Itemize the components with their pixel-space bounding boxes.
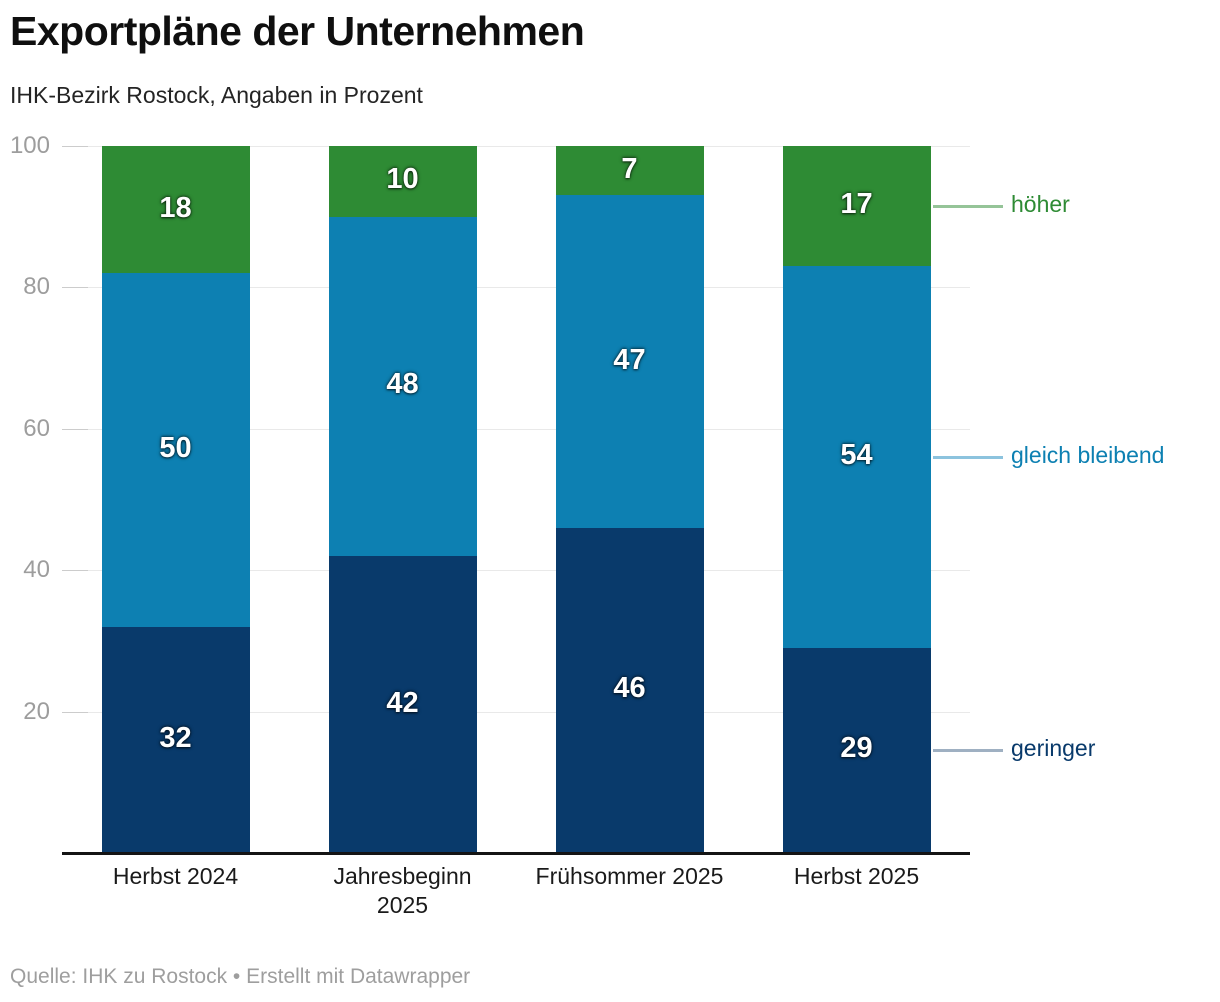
bar-segment-gleich-bleibend-2[interactable]	[328, 216, 477, 557]
bar-segment-geringer-2[interactable]	[328, 556, 477, 853]
x-axis-label: Jahresbeginn 2025	[333, 863, 472, 918]
chart-subtitle: IHK-Bezirk Rostock, Angaben in Prozent	[10, 82, 423, 108]
bar-value-label: 42	[386, 686, 419, 719]
bar-value-label: 48	[386, 368, 419, 401]
y-axis-tick	[62, 711, 88, 713]
x-axis-label: Herbst 2025	[793, 863, 920, 889]
x-axis-label: Herbst 2024	[112, 863, 239, 889]
y-axis-tick	[62, 428, 88, 430]
legend-connector-line	[933, 204, 1003, 208]
legend-connector-line	[933, 748, 1003, 752]
bar-value-label: 17	[840, 188, 873, 221]
y-axis-tick	[62, 146, 88, 147]
bar-segment-höher-1[interactable]	[101, 146, 250, 274]
legend-label-geringer: geringer	[1011, 735, 1096, 762]
y-axis-tick-label: 100	[9, 132, 50, 159]
legend-label-höher: höher	[1011, 191, 1070, 218]
y-axis-tick	[62, 287, 88, 289]
gridline	[62, 287, 970, 289]
bar-segment-geringer-3[interactable]	[555, 527, 704, 853]
legend-label-gleich-bleibend: gleich bleibend	[1011, 442, 1165, 469]
y-axis-tick-label: 80	[23, 273, 50, 301]
page-title: Exportpläne der Unternehmen	[10, 8, 585, 54]
bar-value-label: 54	[840, 439, 873, 472]
source-note: Quelle: IHK zu Rostock • Erstellt mit Da…	[10, 965, 471, 988]
bar-value-label: 29	[840, 732, 873, 765]
bar-value-label: 18	[159, 191, 192, 224]
bar-value-label: 7	[621, 152, 638, 185]
bar-value-label: 10	[386, 163, 419, 196]
x-axis-line	[62, 852, 970, 855]
y-axis-tick	[62, 570, 88, 572]
bar-value-label: 32	[159, 721, 192, 754]
y-axis-tick-label: 60	[23, 414, 50, 442]
bar-segment-geringer-1[interactable]	[101, 626, 250, 853]
bar-segment-gleich-bleibend-4[interactable]	[782, 266, 931, 648]
gridline	[62, 711, 970, 713]
legend-connector-line	[933, 455, 1003, 459]
x-axis-label: Frühsommer 2025	[535, 863, 724, 889]
gridline	[62, 428, 970, 430]
gridline	[62, 146, 970, 147]
bar-segment-höher-3[interactable]	[555, 146, 704, 196]
bar-segment-höher-4[interactable]	[782, 146, 931, 267]
y-axis-tick-label: 40	[23, 556, 50, 584]
bar-value-label: 47	[613, 343, 646, 376]
gridline	[62, 570, 970, 572]
bar-value-label: 46	[613, 672, 646, 705]
bar-segment-geringer-4[interactable]	[782, 647, 931, 853]
bar-segment-gleich-bleibend-3[interactable]	[555, 195, 704, 528]
bar-segment-höher-2[interactable]	[328, 146, 477, 217]
bar-segment-gleich-bleibend-1[interactable]	[101, 273, 250, 627]
y-axis-tick-label: 20	[23, 697, 50, 725]
bar-value-label: 50	[159, 432, 192, 464]
